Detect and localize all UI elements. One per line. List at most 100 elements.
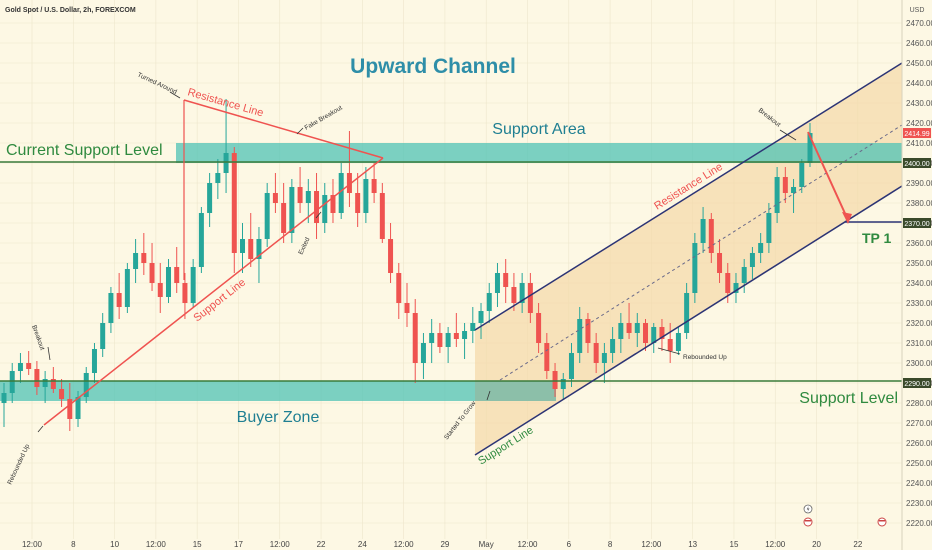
candle [741, 259, 747, 293]
time-tick-label: 12:00 [517, 540, 538, 549]
price-label-box [903, 128, 931, 139]
price-tick-label: 2340.00 [906, 279, 932, 288]
candle [100, 313, 106, 357]
candle [601, 343, 607, 383]
candle [404, 283, 410, 327]
candle [281, 183, 287, 243]
candlestick-series [1, 99, 813, 431]
time-tick-label: 13 [688, 540, 697, 549]
candle [634, 313, 640, 347]
rebounded-up-right-label: Rebounded Up [683, 354, 727, 361]
candle [9, 363, 15, 403]
time-tick-label: 12:00 [765, 540, 786, 549]
price-tick-label: 2230.00 [906, 499, 932, 508]
price-tick-label: 2320.00 [906, 319, 932, 328]
candle [67, 383, 73, 431]
candle [774, 167, 780, 223]
candle [544, 333, 550, 379]
resistance-trend-line [183, 99, 384, 159]
candle [42, 371, 48, 403]
buyer-zone-right-box [475, 381, 556, 401]
candle [511, 273, 517, 311]
candle [445, 327, 451, 363]
price-tick-label: 2460.00 [906, 39, 932, 48]
candle [1, 383, 7, 427]
price-tick-label: 2300.00 [906, 359, 932, 368]
price-tick-label: 2250.00 [906, 459, 932, 468]
candle [59, 379, 65, 407]
candle [643, 319, 649, 351]
time-tick-label: 22 [317, 540, 326, 549]
price-tick-label: 2350.00 [906, 259, 932, 268]
candle [494, 263, 500, 307]
candle [560, 373, 566, 399]
time-tick-label: 8 [608, 540, 613, 549]
upward-channel-label: Upward Channel [350, 55, 516, 78]
time-axis[interactable]: 12:00 8 10 12:00 15 17 12:00 22 24 12:00 29 May 12:0… [22, 540, 863, 549]
price-tick-label: 2330.00 [906, 299, 932, 308]
candle [149, 243, 155, 291]
candle [651, 323, 657, 353]
candle [182, 273, 188, 319]
price-tick-label: 2270.00 [906, 419, 932, 428]
candle [749, 247, 755, 279]
candle [791, 179, 797, 213]
pointer-arrows [37, 91, 797, 433]
candle [231, 147, 237, 273]
us-flag-icon[interactable] [877, 517, 887, 527]
candle [717, 239, 723, 283]
price-label-box [903, 218, 931, 228]
candle [782, 167, 788, 203]
price-tick-label: 2440.00 [906, 79, 932, 88]
time-tick-label: 15 [730, 540, 739, 549]
candle [659, 319, 665, 351]
time-tick-label: 24 [358, 540, 367, 549]
candle [568, 343, 574, 387]
candle [91, 343, 97, 383]
candle [330, 179, 336, 223]
price-label-text: 2290.00 [904, 381, 929, 388]
time-tick-label: 17 [234, 540, 243, 549]
candle [379, 183, 385, 243]
candle [190, 259, 196, 307]
price-tick-label: 2310.00 [906, 339, 932, 348]
price-axis[interactable]: 2220.00 2230.00 2240.00 2250.00 2260.00 2270.… [903, 19, 932, 528]
price-tick-label: 2360.00 [906, 239, 932, 248]
candle [396, 263, 402, 319]
candle [437, 323, 443, 353]
buyer-zone [0, 381, 556, 401]
candle [388, 223, 394, 283]
candle [420, 333, 426, 379]
candle [412, 299, 418, 383]
price-tick-label: 2380.00 [906, 199, 932, 208]
price-axis-panel [902, 0, 932, 550]
us-flag-icon[interactable] [803, 517, 813, 527]
candle [297, 167, 303, 213]
time-tick-label: 12:00 [394, 540, 415, 549]
candle [141, 233, 147, 275]
time-tick-label: 12:00 [641, 540, 662, 549]
price-label-text: 2414.99 [904, 131, 929, 138]
currency-label: USD [910, 7, 925, 14]
candle [248, 213, 254, 267]
candle [766, 203, 772, 253]
price-tick-label: 2430.00 [906, 99, 932, 108]
current-support-level-label: Current Support Level [6, 142, 163, 159]
candle [83, 367, 89, 403]
candle [700, 207, 706, 253]
candle [272, 173, 278, 213]
time-tick-label: 22 [853, 540, 862, 549]
candle [429, 319, 435, 363]
time-tick-label: 6 [567, 540, 572, 549]
support-level-label: Support Level [799, 390, 898, 407]
lightning-icon-glyph [806, 506, 810, 512]
candle [593, 333, 599, 373]
event-icons[interactable] [803, 504, 887, 527]
candle [50, 367, 56, 393]
channel-upper-line [474, 62, 903, 331]
price-tick-label: 2280.00 [906, 399, 932, 408]
candle [519, 273, 525, 313]
candle [478, 303, 484, 339]
